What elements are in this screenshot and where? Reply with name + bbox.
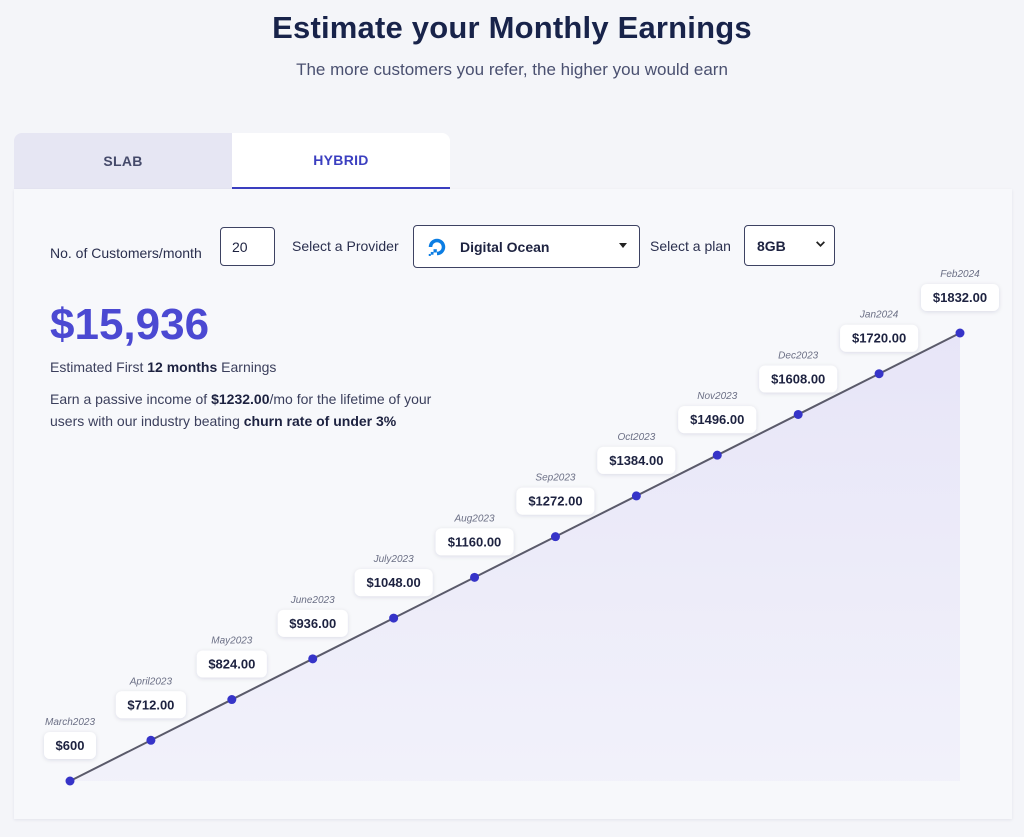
value-label: $1272.00 bbox=[528, 494, 582, 509]
chevron-down-icon bbox=[816, 241, 825, 247]
customers-label: No. of Customers/month bbox=[50, 245, 202, 261]
month-label: Nov2023 bbox=[697, 391, 737, 402]
month-label: June2023 bbox=[290, 595, 335, 606]
estimate-period: 12 months bbox=[147, 359, 218, 375]
value-label: $712.00 bbox=[127, 697, 174, 712]
data-point bbox=[65, 776, 75, 786]
data-point bbox=[631, 491, 641, 501]
data-point bbox=[793, 409, 803, 419]
provider-label: Select a Provider bbox=[292, 238, 399, 254]
month-label: Oct2023 bbox=[617, 432, 655, 443]
customers-value: 20 bbox=[232, 238, 248, 255]
digital-ocean-icon bbox=[428, 238, 446, 256]
data-point bbox=[550, 532, 560, 542]
value-label: $1832.00 bbox=[933, 290, 987, 305]
value-label: $1048.00 bbox=[367, 575, 421, 590]
month-label: April2023 bbox=[129, 676, 173, 687]
value-label: $1496.00 bbox=[690, 412, 744, 427]
month-label: May2023 bbox=[211, 636, 253, 647]
value-label: $936.00 bbox=[289, 616, 336, 631]
desc-middle: /mo for the lifetime of your users with … bbox=[50, 391, 432, 429]
value-label-bg bbox=[115, 691, 186, 719]
data-point bbox=[470, 572, 480, 582]
page-subtitle: The more customers you refer, the higher… bbox=[296, 60, 728, 79]
month-label: Dec2023 bbox=[778, 350, 818, 361]
value-label-bg bbox=[840, 324, 919, 352]
value-label-bg bbox=[196, 650, 267, 678]
month-label: Feb2024 bbox=[940, 269, 980, 280]
value-label-bg bbox=[277, 609, 348, 637]
tab-hybrid[interactable]: HYBRID bbox=[232, 133, 450, 189]
value-label: $1608.00 bbox=[771, 371, 825, 386]
total-earnings: $15,936 bbox=[50, 300, 210, 349]
value-label: $1720.00 bbox=[852, 331, 906, 346]
pricing-tabs: SLAB HYBRID bbox=[14, 133, 450, 189]
value-label-bg bbox=[44, 732, 96, 759]
provider-select[interactable]: Digital Ocean bbox=[413, 225, 640, 268]
monthly-amount: $1232.00 bbox=[211, 391, 270, 407]
month-label: Sep2023 bbox=[535, 473, 575, 484]
value-label: $600 bbox=[56, 738, 85, 753]
value-label: $1384.00 bbox=[609, 453, 663, 468]
estimate-prefix: Estimated First bbox=[50, 359, 148, 375]
data-point bbox=[955, 328, 965, 338]
data-point bbox=[874, 369, 884, 379]
value-label-bg bbox=[678, 406, 757, 434]
desc-prefix: Earn a passive income of bbox=[50, 391, 212, 407]
month-label: July2023 bbox=[373, 554, 414, 565]
estimate-suffix: Earnings bbox=[217, 359, 277, 375]
plan-label: Select a plan bbox=[650, 238, 731, 254]
data-point bbox=[389, 613, 399, 623]
caret-down-icon bbox=[619, 243, 627, 248]
plan-value: 8GB bbox=[757, 237, 786, 254]
month-label: Jan2024 bbox=[859, 310, 899, 321]
provider-value: Digital Ocean bbox=[460, 238, 550, 255]
data-point bbox=[146, 735, 156, 745]
value-label-bg bbox=[597, 446, 676, 474]
tab-slab[interactable]: SLAB bbox=[14, 133, 232, 189]
churn-rate: churn rate of under 3% bbox=[243, 413, 397, 429]
plan-select[interactable]: 8GB bbox=[744, 225, 835, 266]
value-label-bg bbox=[516, 487, 595, 515]
value-label: $1160.00 bbox=[448, 534, 502, 549]
chart-line bbox=[69, 332, 961, 782]
page-title: Estimate your Monthly Earnings bbox=[272, 10, 752, 45]
value-label: $824.00 bbox=[208, 657, 255, 672]
earnings-description: Earn a passive income of $1232.00/mo for… bbox=[50, 388, 460, 432]
value-label-bg bbox=[759, 365, 838, 393]
month-label: March2023 bbox=[45, 717, 95, 728]
estimate-caption: Estimated First 12 months Earnings bbox=[50, 359, 276, 375]
month-label: Aug2023 bbox=[454, 513, 495, 524]
value-label-bg bbox=[354, 569, 433, 597]
data-point bbox=[308, 654, 318, 664]
data-point bbox=[712, 450, 722, 460]
customers-input[interactable]: 20 bbox=[220, 227, 275, 266]
data-point bbox=[227, 695, 237, 705]
value-label-bg bbox=[435, 528, 514, 556]
value-label-bg bbox=[921, 284, 999, 311]
